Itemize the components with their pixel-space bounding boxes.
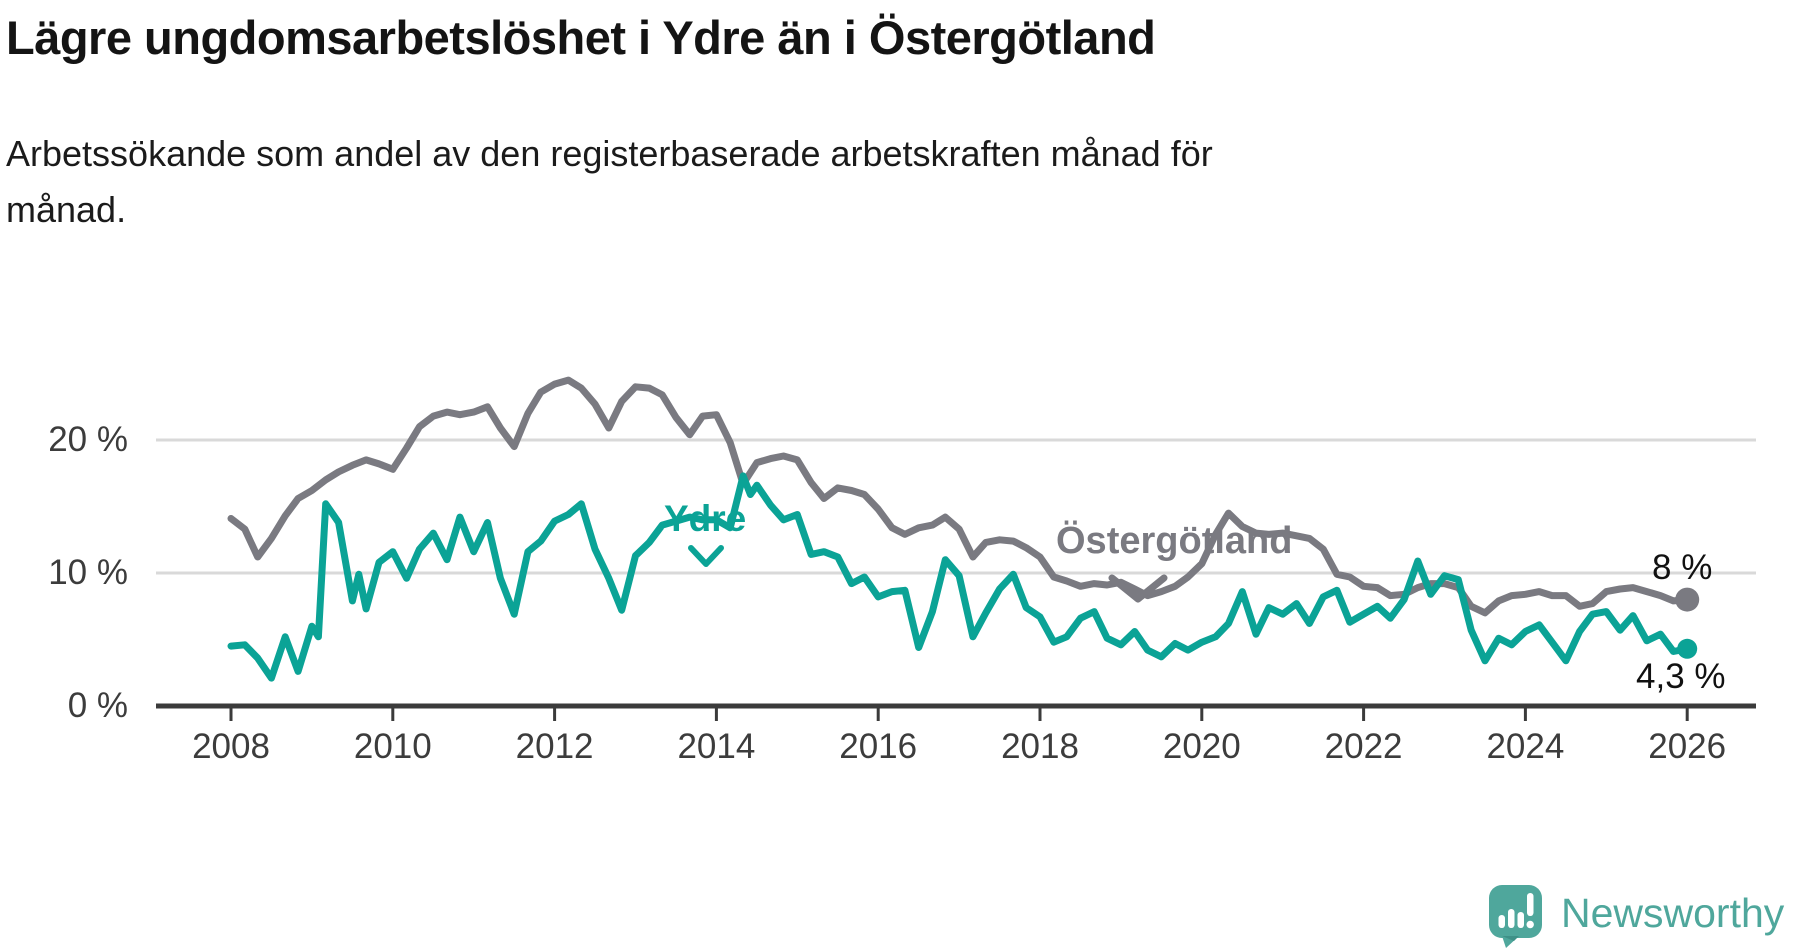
chart-subtitle-line2: månad. bbox=[6, 189, 127, 230]
x-axis-label: 2010 bbox=[353, 727, 432, 766]
chart-title: Lägre ungdomsarbetslöshet i Ydre än i Ös… bbox=[6, 11, 1156, 64]
series-line-ostergotland bbox=[227, 376, 1691, 617]
x-axis-label: 2014 bbox=[677, 727, 756, 766]
chart-subtitle: Arbetssökande som andel av den registerb… bbox=[6, 126, 1213, 238]
newsworthy-logo-text: Newsworthy bbox=[1561, 890, 1785, 936]
x-axis-label: 2008 bbox=[192, 727, 270, 766]
newsworthy-logo-icon bbox=[1489, 885, 1542, 948]
ydre-series-label: Ydre bbox=[664, 498, 747, 539]
chart-subtitle-line1: Arbetssökande som andel av den registerb… bbox=[6, 133, 1213, 174]
x-axis-label: 2026 bbox=[1648, 727, 1727, 766]
y-axis-label: 10 % bbox=[48, 553, 128, 592]
ostergotland-label-caret bbox=[1108, 574, 1168, 603]
y-axis-label: 20 % bbox=[48, 420, 128, 459]
ydre-label-caret bbox=[688, 545, 724, 567]
end-value-label-ostergotland: 8 % bbox=[1652, 548, 1713, 587]
end-value-label-ydre: 4,3 % bbox=[1636, 657, 1726, 696]
x-axis-label: 2016 bbox=[839, 727, 918, 766]
x-axis-label: 2024 bbox=[1486, 727, 1565, 766]
ostergotland-series-label: Östergötland bbox=[1056, 520, 1293, 562]
series-line-ydre bbox=[227, 472, 1691, 682]
x-axis-label: 2012 bbox=[515, 727, 594, 766]
x-axis-label: 2020 bbox=[1162, 727, 1241, 766]
series-end-dot-ostergotland bbox=[1675, 587, 1700, 612]
x-axis-label: 2018 bbox=[1001, 727, 1079, 766]
newsworthy-logo: Newsworthy bbox=[1488, 884, 1784, 948]
y-axis-label: 0 % bbox=[67, 686, 128, 725]
x-axis-label: 2022 bbox=[1324, 727, 1403, 766]
series-end-dot-ydre bbox=[1677, 638, 1698, 659]
